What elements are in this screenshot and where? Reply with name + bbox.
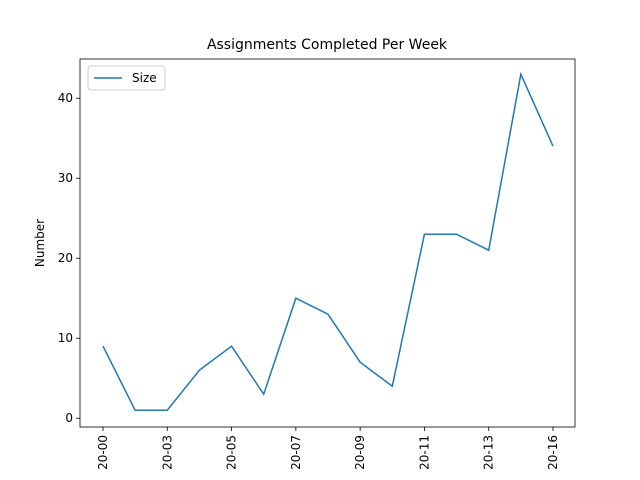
x-tick-label: 20-09 [353,435,367,470]
y-tick-label: 40 [58,91,73,105]
x-tick-label: 20-05 [225,435,239,470]
y-axis-label: Number [33,219,47,267]
x-tick-label: 20-11 [417,435,431,470]
x-tick-label: 20-13 [482,435,496,470]
x-tick-label: 20-16 [546,435,560,470]
legend-label: Size [132,71,157,85]
legend-box [87,65,166,91]
chart-title: Assignments Completed Per Week [207,37,448,53]
x-tick-label: 20-00 [96,435,110,470]
plot-frame [79,58,576,428]
x-tick-label: 20-03 [160,435,174,470]
y-tick-label: 10 [58,331,73,345]
y-tick-label: 20 [58,251,73,265]
y-tick-label: 30 [58,171,73,185]
x-tick-label: 20-07 [289,435,303,470]
data-line [102,71,554,411]
y-tick-label: 0 [65,411,73,425]
